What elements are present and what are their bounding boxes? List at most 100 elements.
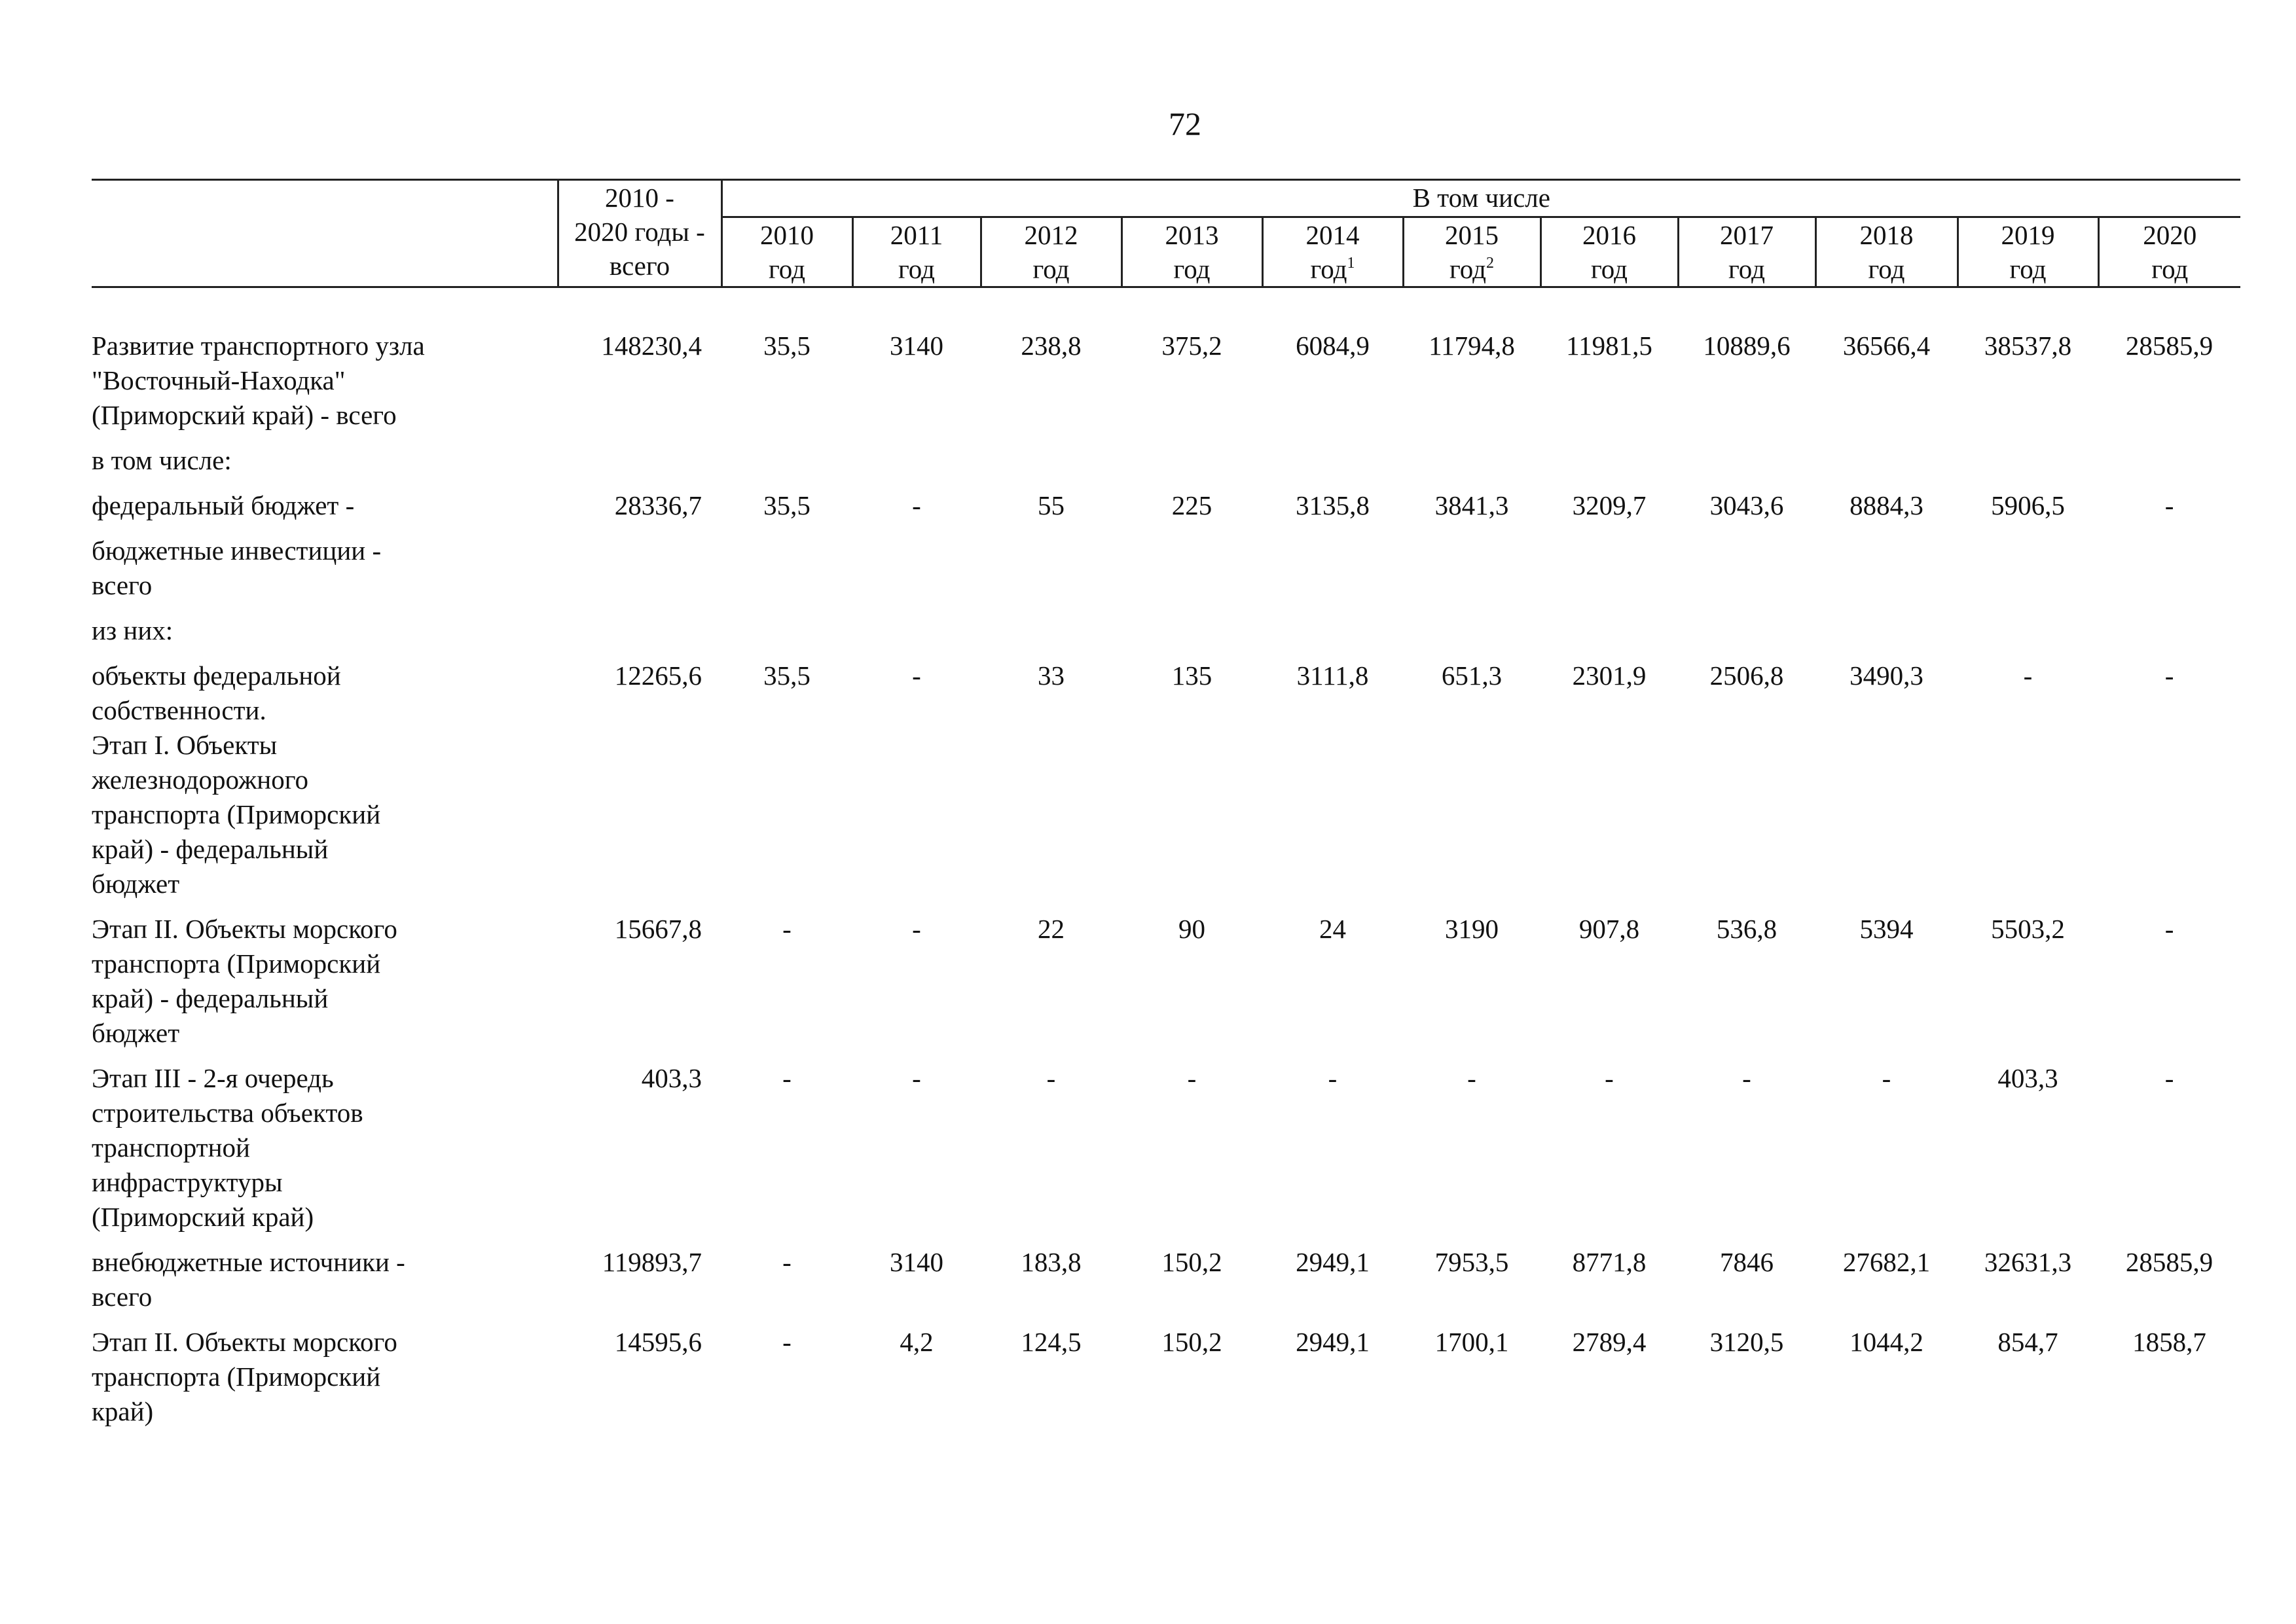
- value-cell-2017: [1678, 443, 1815, 488]
- value-cell-2010: -: [782, 1247, 792, 1277]
- table-body: Развитие транспортного узла "Восточный-На…: [92, 287, 2240, 1440]
- value-cell-2013: 375,2: [1161, 331, 1222, 361]
- row-label-line: (Приморский край): [92, 1202, 314, 1232]
- row-label: Этап II. Объекты морского транспорта (При…: [92, 1325, 558, 1439]
- year-header-2011: 2011 год: [851, 216, 981, 288]
- value-cell-2012: 124,5: [1021, 1327, 1082, 1357]
- value-cell-2016: 2789,4: [1572, 1327, 1647, 1357]
- value-cell-2019: 5503,2: [1991, 914, 2065, 944]
- table-row: федеральный бюджет - 28336,7 35,5 - 55 225 313…: [92, 488, 2240, 533]
- year-header-2019: 2019 год: [1956, 216, 2098, 288]
- table-row: Этап III - 2-я очередь строительства объе…: [92, 1061, 2240, 1245]
- row-label-line: "Восточный-Находка": [92, 365, 346, 395]
- value-cell-2013: 150,2: [1161, 1247, 1222, 1277]
- value-cell-2020: -: [2164, 660, 2174, 691]
- value-cell-2014: -: [1328, 1063, 1338, 1093]
- value-cell-2011: -: [912, 490, 921, 520]
- row-label-line: транспортной: [92, 1132, 250, 1163]
- value-cell-2018: -: [1882, 1063, 1891, 1093]
- value-cell-2018: [1815, 613, 1958, 659]
- value-cell-2016: 2301,9: [1572, 660, 1647, 691]
- value-cell-2015: [1403, 443, 1540, 488]
- year-unit: год: [1868, 254, 1905, 284]
- row-label: Этап II. Объекты морского транспорта (При…: [92, 912, 558, 1061]
- total-header-line: всего: [609, 251, 670, 281]
- value-cell-2015: 11794,8: [1429, 331, 1515, 361]
- row-label: из них:: [92, 613, 558, 659]
- row-label-line: Этап II. Объекты морского: [92, 1327, 397, 1357]
- value-cell-2019: [1958, 533, 2098, 613]
- year-unit: год: [769, 254, 805, 284]
- value-cell-2019: [1958, 443, 2098, 488]
- page-number: 72: [1169, 105, 1201, 142]
- value-cell-2016: 3209,7: [1572, 490, 1647, 520]
- value-cell-2012: 22: [1038, 914, 1065, 944]
- value-cell-2020: -: [2164, 1063, 2174, 1093]
- value-cell-2013: -: [1187, 1063, 1197, 1093]
- value-cell-2018: 8884,3: [1850, 490, 1923, 520]
- row-label: Этап III - 2-я очередь строительства объе…: [92, 1061, 558, 1245]
- row-total: 12265,6: [614, 660, 702, 691]
- row-total: 119893,7: [602, 1247, 702, 1277]
- value-cell-2010: -: [782, 914, 792, 944]
- value-cell-2018: 5394: [1859, 914, 1914, 944]
- value-cell-2017: -: [1742, 1063, 1751, 1093]
- year-label: 2017: [1720, 220, 1774, 250]
- value-cell-2020: 28585,9: [2125, 331, 2214, 361]
- row-label: федеральный бюджет -: [92, 488, 558, 533]
- value-cell-2012: 33: [1038, 660, 1065, 691]
- value-cell-2019: 5906,5: [1991, 490, 2065, 520]
- budget-table: 2010 - 2020 годы - всего В том числе 201…: [92, 179, 2241, 1440]
- row-label-line: Этап I. Объекты: [92, 730, 278, 760]
- value-cell-2013: [1121, 533, 1262, 613]
- table-row: в том числе:: [92, 443, 2240, 488]
- value-cell-2012: [981, 533, 1121, 613]
- value-cell-2019: 38537,8: [1984, 331, 2072, 361]
- total-header-line: 2010 -: [605, 183, 674, 213]
- value-cell-2017: 536,8: [1716, 914, 1777, 944]
- value-cell-2019: 403,3: [1997, 1063, 2058, 1093]
- value-cell-2013: [1121, 613, 1262, 659]
- value-cell-2014: [1262, 613, 1403, 659]
- value-cell-2016: 907,8: [1578, 914, 1640, 944]
- row-label: внебюджетные источники - всего: [92, 1245, 558, 1325]
- value-cell-2010: -: [782, 1063, 792, 1093]
- value-cell-2017: 3043,6: [1709, 490, 1784, 520]
- value-cell-2017: [1678, 613, 1815, 659]
- value-cell-2011: 3140: [890, 331, 943, 361]
- header-spacer: [92, 287, 2240, 329]
- row-label-line: транспорта (Приморский: [92, 1362, 381, 1392]
- value-cell-2014: [1262, 443, 1403, 488]
- row-total: 148230,4: [601, 331, 702, 361]
- value-cell-2020: 28585,9: [2125, 1247, 2214, 1277]
- value-cell-2012: 55: [1038, 490, 1065, 520]
- value-cell-2019: 854,7: [1997, 1327, 2058, 1357]
- value-cell-2011: -: [912, 660, 921, 691]
- total-header-line: 2020 годы -: [574, 217, 705, 247]
- row-total: [558, 533, 721, 613]
- row-label-line: строительства объектов: [92, 1098, 363, 1128]
- value-cell-2016: -: [1605, 1063, 1614, 1093]
- value-cell-2014: [1262, 533, 1403, 613]
- value-cell-2019: -: [2023, 660, 2033, 691]
- value-cell-2010: [721, 613, 852, 659]
- row-total: [558, 613, 721, 659]
- row-label-line: бюджет: [92, 869, 180, 899]
- value-cell-2018: [1815, 443, 1958, 488]
- value-cell-2015: 7953,5: [1434, 1247, 1509, 1277]
- value-cell-2013: 135: [1171, 660, 1212, 691]
- row-label: Развитие транспортного узла "Восточный-На…: [92, 329, 558, 443]
- row-label-line: Этап II. Объекты морского: [92, 914, 397, 944]
- row-label-line: (Приморский край) - всего: [92, 400, 397, 430]
- row-label-line: всего: [92, 1282, 153, 1312]
- table-row: из них:: [92, 613, 2240, 659]
- year-header-2010: 2010 год: [721, 216, 852, 288]
- year-label: 2015: [1445, 220, 1499, 250]
- row-label-line: в том числе:: [92, 445, 232, 475]
- year-header-2015: 2015 год2: [1402, 216, 1540, 288]
- table-row: Развитие транспортного узла "Восточный-На…: [92, 329, 2240, 443]
- value-cell-2012: -: [1046, 1063, 1056, 1093]
- value-cell-2015: 651,3: [1441, 660, 1503, 691]
- year-label: 2012: [1024, 220, 1078, 250]
- value-cell-2011: [852, 443, 981, 488]
